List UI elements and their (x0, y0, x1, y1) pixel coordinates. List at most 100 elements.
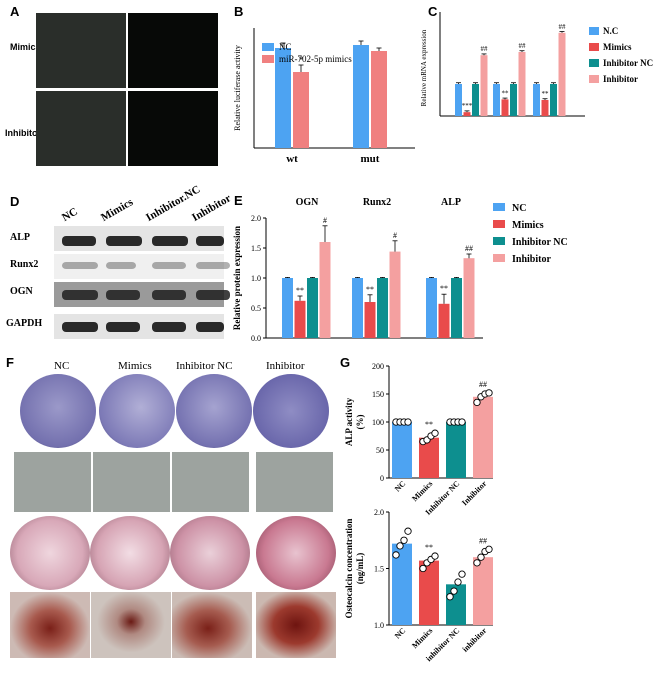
panel-label-f: F (6, 355, 14, 370)
chart-b-bar (293, 72, 309, 148)
chart-g1-point (404, 418, 412, 426)
chart-c-bar (550, 84, 557, 116)
chart-g2-point (423, 559, 431, 567)
chart-c-bar (455, 84, 462, 116)
chart-g2-point (446, 593, 454, 601)
chart-e-legend-swatch (493, 237, 505, 245)
chart-g1-point (450, 418, 458, 426)
histology-nc (10, 592, 90, 658)
chart-g1-bar (473, 396, 493, 478)
brightfield-image-inhibitor (36, 91, 126, 166)
column-label-nc: NC (54, 360, 70, 372)
row-label-inhibitor: Inhibitor (5, 128, 41, 138)
chart-e-tick-label: 2.0 (251, 214, 261, 223)
blot-strip-gapdh (54, 314, 224, 339)
chart-c-legend-label: N.C (603, 26, 618, 36)
alp-plate-nc (20, 374, 96, 448)
chart-g2-point (454, 578, 462, 586)
chart-g1-point (473, 398, 481, 407)
chart-g1-bar (419, 437, 439, 478)
chart-g1-point (427, 432, 435, 440)
chart-g1-annotation: ## (479, 380, 487, 389)
chart-e-bar (319, 242, 331, 338)
panel-label-e: E (234, 193, 243, 208)
chart-g1-bar (392, 422, 412, 478)
brightfield-inhibitor (256, 452, 333, 512)
chart-e-annotation: ** (440, 284, 448, 293)
chart-g1-point (477, 393, 485, 401)
chart-g1-point (400, 418, 408, 426)
chart-e-annotation: # (323, 216, 327, 225)
alizarin-plate-nc (10, 516, 90, 590)
chart-b-bar (275, 48, 291, 148)
alp-plate-inhibitor (253, 374, 329, 448)
chart-e-annotation: ## (465, 244, 473, 253)
chart-c-annotation: ** (542, 90, 550, 98)
chart-g1-tick-label: 200 (372, 362, 384, 371)
chart-c-bar (558, 32, 566, 116)
blot-label-runx2: Runx2 (10, 259, 39, 270)
column-label-inhibitor: Inhibitor (266, 360, 305, 372)
blot-strip-alp (54, 226, 224, 251)
alizarin-plate-inhibitor-nc (170, 516, 250, 590)
chart-c-legend-swatch (589, 43, 599, 51)
chart-g1-point (454, 418, 462, 426)
chart-b-legend-swatch (262, 43, 274, 51)
lane-label-mimics: Mimics (99, 196, 136, 224)
chart-c-ylabel: Relative mRNA expression (420, 29, 428, 106)
histology-mimics (91, 592, 171, 658)
chart-c-legend-label: Inhibitor (603, 74, 638, 84)
chart-g1-point (419, 437, 427, 446)
chart-e-legend-label: Inhibitor (512, 254, 551, 265)
chart-e-legend-swatch (493, 220, 505, 228)
chart-g2-ylabel: Osteocalcin concentration (344, 519, 354, 619)
chart-e-annotation: ** (366, 285, 374, 294)
chart-b-legend-swatch (262, 55, 274, 63)
alp-plate-inhibitor-nc (176, 374, 252, 448)
chart-g2-ylabel-unit: (ng/mL) (355, 553, 365, 585)
chart-e-bar (307, 278, 318, 338)
chart-e-annotation: ** (296, 286, 304, 295)
chart-g1-tick-label: 50 (376, 446, 384, 455)
chart-g1-tick-label: 150 (372, 390, 384, 399)
chart-g2-point (396, 542, 404, 550)
chart-g1-bar (446, 422, 466, 478)
chart-e-tick-label: 1.5 (251, 244, 261, 253)
chart-e-bar (352, 278, 363, 338)
alp-plate-mimics (99, 374, 175, 448)
chart-g2-bar (392, 543, 412, 625)
chart-g1-point (431, 429, 439, 437)
chart-e-group-label: OGN (296, 197, 320, 208)
lane-label-nc: NC (60, 205, 80, 224)
chart-g1-point (392, 418, 400, 426)
fluorescence-image-mimics (128, 13, 218, 88)
brightfield-image-mimics (36, 13, 126, 88)
chart-g2-tick-label: 2.0 (374, 508, 384, 517)
chart-g2-point (404, 527, 412, 535)
chart-g1-ylabel-unit: (%) (355, 415, 365, 430)
chart-g2-point (427, 555, 435, 564)
column-label-mimics: Mimics (118, 360, 152, 372)
chart-g2-tick-label: Mimics (410, 626, 434, 650)
alizarin-plate-mimics (90, 516, 170, 590)
brightfield-inhibitor-nc (172, 452, 249, 512)
chart-c-bar (493, 84, 500, 116)
chart-c-bar (480, 55, 488, 116)
histology-inhibitor (256, 592, 336, 658)
panel-label-a: A (10, 4, 20, 19)
chart-c-bar (518, 52, 526, 116)
panel-label-b: B (234, 4, 244, 19)
chart-c-bar (472, 84, 479, 116)
chart-b-annotation: * (299, 55, 304, 65)
chart-e-bar (294, 300, 306, 338)
chart-c-legend-swatch (589, 27, 599, 35)
chart-e-bar (282, 278, 293, 338)
chart-e-group-label: Runx2 (363, 197, 391, 208)
chart-g1-tick-label: Mimics (410, 479, 434, 503)
chart-b-tick-label: mut (361, 153, 380, 165)
chart-g2-point (477, 553, 485, 561)
chart-g2-annotation: ** (425, 543, 433, 552)
chart-g2-tick-label: 1.0 (374, 621, 384, 630)
chart-g1-ylabel: ALP activity (344, 397, 354, 446)
chart-c-annotation: ## (559, 23, 567, 31)
